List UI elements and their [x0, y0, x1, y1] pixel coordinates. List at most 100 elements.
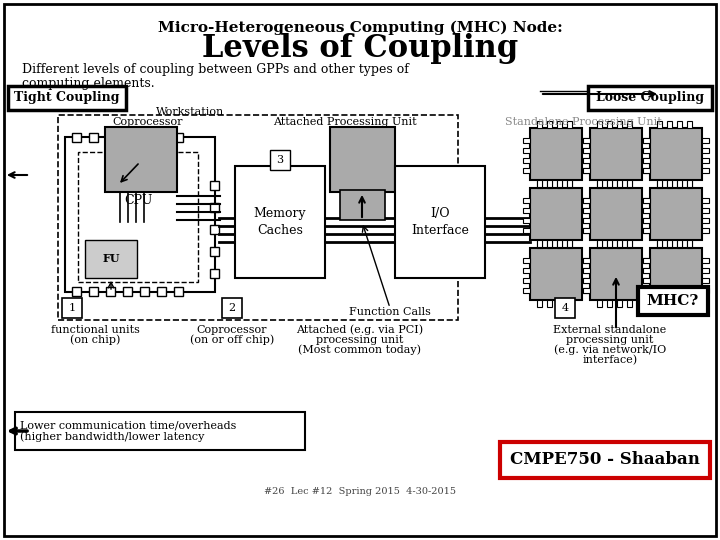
Text: interface): interface) — [582, 355, 638, 365]
Bar — [567, 181, 572, 188]
Text: External standalone: External standalone — [554, 325, 667, 335]
Bar — [583, 138, 590, 143]
Bar — [557, 300, 562, 307]
Bar — [523, 158, 530, 163]
Bar — [642, 148, 649, 153]
Bar — [607, 240, 612, 247]
Bar — [15, 412, 305, 450]
Text: Function Calls: Function Calls — [349, 307, 431, 317]
Bar — [643, 198, 650, 203]
Bar — [702, 168, 709, 173]
Bar — [607, 121, 612, 128]
Text: Coprocessor: Coprocessor — [113, 117, 184, 127]
Bar — [650, 248, 702, 300]
Bar — [642, 278, 649, 283]
Bar — [702, 278, 709, 283]
Bar — [583, 278, 590, 283]
Bar — [677, 300, 682, 307]
Bar — [547, 300, 552, 307]
Text: processing unit: processing unit — [567, 335, 654, 345]
Bar — [583, 268, 590, 273]
Bar — [523, 198, 530, 203]
Bar — [270, 150, 290, 170]
Bar — [590, 128, 642, 180]
Bar — [702, 288, 709, 293]
Bar — [210, 269, 219, 278]
Text: 2: 2 — [228, 303, 235, 313]
Bar — [582, 168, 589, 173]
Bar — [547, 180, 552, 187]
Bar — [642, 258, 649, 263]
Bar — [523, 258, 530, 263]
Bar — [642, 158, 649, 163]
Text: Tight Coupling: Tight Coupling — [14, 91, 120, 105]
Bar — [657, 300, 662, 307]
Bar — [643, 278, 650, 283]
Bar — [677, 240, 682, 247]
Bar — [583, 148, 590, 153]
Bar — [395, 166, 485, 278]
Bar — [557, 240, 562, 247]
Bar — [677, 180, 682, 187]
Bar — [627, 121, 632, 128]
Text: Workstation: Workstation — [156, 107, 224, 117]
Bar — [642, 208, 649, 213]
Bar — [557, 181, 562, 188]
Bar — [530, 128, 582, 180]
Bar — [702, 198, 709, 203]
Bar — [583, 168, 590, 173]
Text: computing elements.: computing elements. — [22, 77, 155, 90]
Bar — [583, 218, 590, 223]
Bar — [687, 300, 692, 307]
Bar — [597, 241, 602, 248]
Bar — [687, 241, 692, 248]
Bar — [607, 181, 612, 188]
Bar — [547, 241, 552, 248]
Bar — [523, 148, 530, 153]
Bar — [597, 180, 602, 187]
Text: 1: 1 — [68, 303, 76, 313]
Bar — [537, 241, 542, 248]
Bar — [537, 121, 542, 128]
Text: functional units: functional units — [50, 325, 140, 335]
Text: Memory
Caches: Memory Caches — [253, 206, 306, 238]
Bar — [106, 287, 115, 296]
Bar — [702, 208, 709, 213]
Bar — [210, 225, 219, 234]
Bar — [547, 121, 552, 128]
Bar — [597, 240, 602, 247]
Bar — [617, 240, 622, 247]
Bar — [235, 166, 325, 278]
Bar — [582, 268, 589, 273]
Bar — [642, 288, 649, 293]
Bar — [583, 228, 590, 233]
Bar — [85, 240, 137, 278]
Bar — [627, 240, 632, 247]
Text: Levels of Coupling: Levels of Coupling — [202, 32, 518, 64]
Bar — [642, 218, 649, 223]
Bar — [500, 442, 710, 478]
Bar — [8, 86, 126, 110]
Bar — [583, 288, 590, 293]
Bar — [557, 241, 562, 248]
Bar — [617, 300, 622, 307]
Bar — [567, 300, 572, 307]
Bar — [650, 128, 702, 180]
Bar — [583, 208, 590, 213]
Text: 3: 3 — [276, 155, 284, 165]
Bar — [523, 208, 530, 213]
Bar — [523, 138, 530, 143]
Text: FU: FU — [102, 253, 120, 265]
Bar — [657, 180, 662, 187]
Bar — [642, 138, 649, 143]
Bar — [523, 168, 530, 173]
Bar — [617, 180, 622, 187]
Bar — [643, 258, 650, 263]
Bar — [657, 181, 662, 188]
Text: MHC?: MHC? — [647, 294, 699, 308]
Bar — [642, 198, 649, 203]
Bar — [687, 121, 692, 128]
Bar — [687, 240, 692, 247]
Bar — [537, 300, 542, 307]
Bar — [702, 148, 709, 153]
